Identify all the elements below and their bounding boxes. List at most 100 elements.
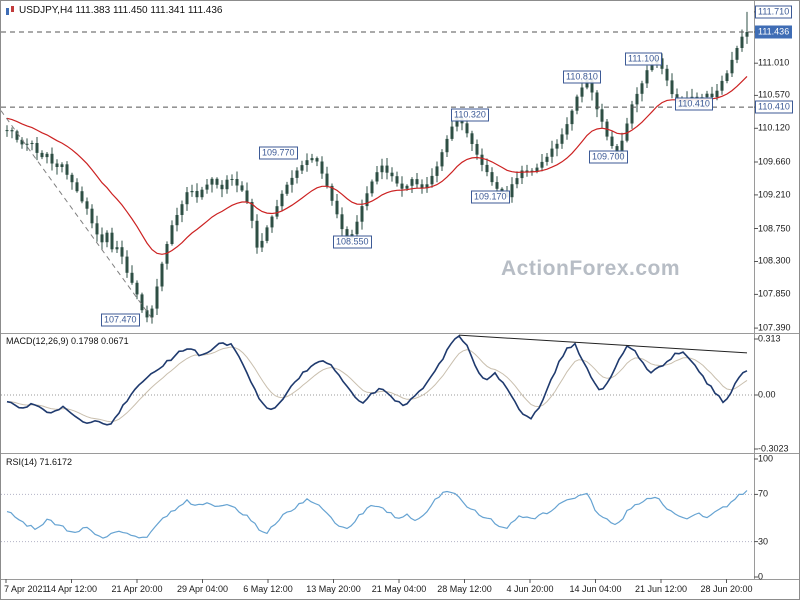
candle-body (590, 80, 594, 93)
candle-body (645, 70, 649, 84)
candle-body (395, 176, 399, 184)
candle-body (515, 178, 519, 185)
candle-body (460, 117, 464, 124)
candle-body (150, 308, 154, 318)
candle-body (135, 282, 139, 295)
candle-body (260, 240, 264, 248)
candle-body (400, 183, 404, 189)
candle-body (305, 160, 309, 165)
candle-body (65, 164, 69, 175)
candle-body (600, 109, 604, 122)
candle-body (550, 148, 554, 157)
candle-body (660, 58, 664, 69)
candle-body (545, 156, 549, 162)
candle-body (535, 167, 539, 172)
candle-body (295, 170, 299, 178)
candle-body (345, 229, 349, 238)
candle-body (55, 163, 59, 167)
candle-body (40, 152, 44, 158)
candle-body (240, 185, 244, 191)
candle-body (495, 182, 499, 189)
candle-body (265, 227, 269, 241)
candle-body (330, 185, 334, 201)
candle-body (85, 201, 89, 209)
candle-body (120, 247, 124, 257)
candle-body (620, 140, 624, 156)
candle-body (390, 172, 394, 177)
candle-body (725, 73, 729, 81)
candle-body (500, 188, 504, 193)
candle-body (505, 192, 509, 198)
candle-body (145, 310, 149, 318)
candle-body (385, 165, 389, 173)
candle-body (75, 182, 79, 192)
candle-body (235, 179, 239, 186)
candle-body (405, 185, 409, 189)
candle-body (215, 178, 219, 185)
candle-body (160, 263, 164, 287)
candle-body (585, 80, 589, 88)
candle-body (415, 179, 419, 185)
candle-body (350, 234, 354, 238)
candle-body (10, 130, 14, 132)
candle-body (20, 139, 24, 145)
candle-body (670, 80, 674, 95)
candle-body (45, 153, 49, 158)
candle-body (80, 191, 84, 202)
candle-body (290, 177, 294, 185)
candle-body (360, 206, 364, 222)
candle-body (170, 225, 174, 244)
candle-body (720, 80, 724, 91)
candle-body (715, 90, 719, 98)
candle-body (625, 123, 629, 141)
macd-signal-line (6, 346, 748, 423)
candle-body (130, 272, 134, 283)
candle-body (525, 170, 529, 172)
descending-trendline[interactable] (1, 110, 154, 321)
candle-body (190, 191, 194, 193)
candle-body (675, 94, 679, 100)
candle-body (270, 216, 274, 228)
candle-body (105, 232, 109, 243)
candle-body (630, 104, 634, 124)
candle-body (310, 158, 314, 161)
candle-body (575, 96, 579, 111)
candle-body (180, 204, 184, 215)
candle-body (50, 153, 54, 164)
candle-body (15, 131, 19, 140)
candle-body (155, 286, 159, 309)
candle-body (355, 221, 359, 235)
candle-body (125, 256, 129, 273)
candle-body (570, 110, 574, 125)
candle-body (95, 223, 99, 235)
candle-body (375, 172, 379, 182)
candle-body (490, 172, 494, 183)
candle-body (325, 173, 329, 186)
candle-body (665, 68, 669, 81)
candle-body (560, 134, 564, 144)
candle-body (555, 143, 559, 149)
candle-body (25, 143, 29, 145)
macd-trendline[interactable] (458, 334, 748, 354)
candle-body (705, 93, 709, 98)
candle-body (320, 161, 324, 174)
candle-body (635, 93, 639, 105)
candle-body (210, 178, 214, 185)
candle-body (615, 146, 619, 156)
candle-body (175, 215, 179, 226)
candle-body (690, 96, 694, 99)
candle-body (315, 158, 319, 162)
candle-body (445, 138, 449, 153)
candle-body (510, 184, 514, 198)
candle-body (745, 32, 749, 37)
candle-body (280, 193, 284, 207)
candle-body (565, 124, 569, 135)
candle-body (470, 133, 474, 144)
candle-body (365, 193, 369, 207)
candle-body (480, 154, 484, 165)
candle-body (595, 92, 599, 110)
candle-body (35, 143, 39, 153)
rsi-line (6, 490, 748, 539)
candle-body (335, 200, 339, 215)
